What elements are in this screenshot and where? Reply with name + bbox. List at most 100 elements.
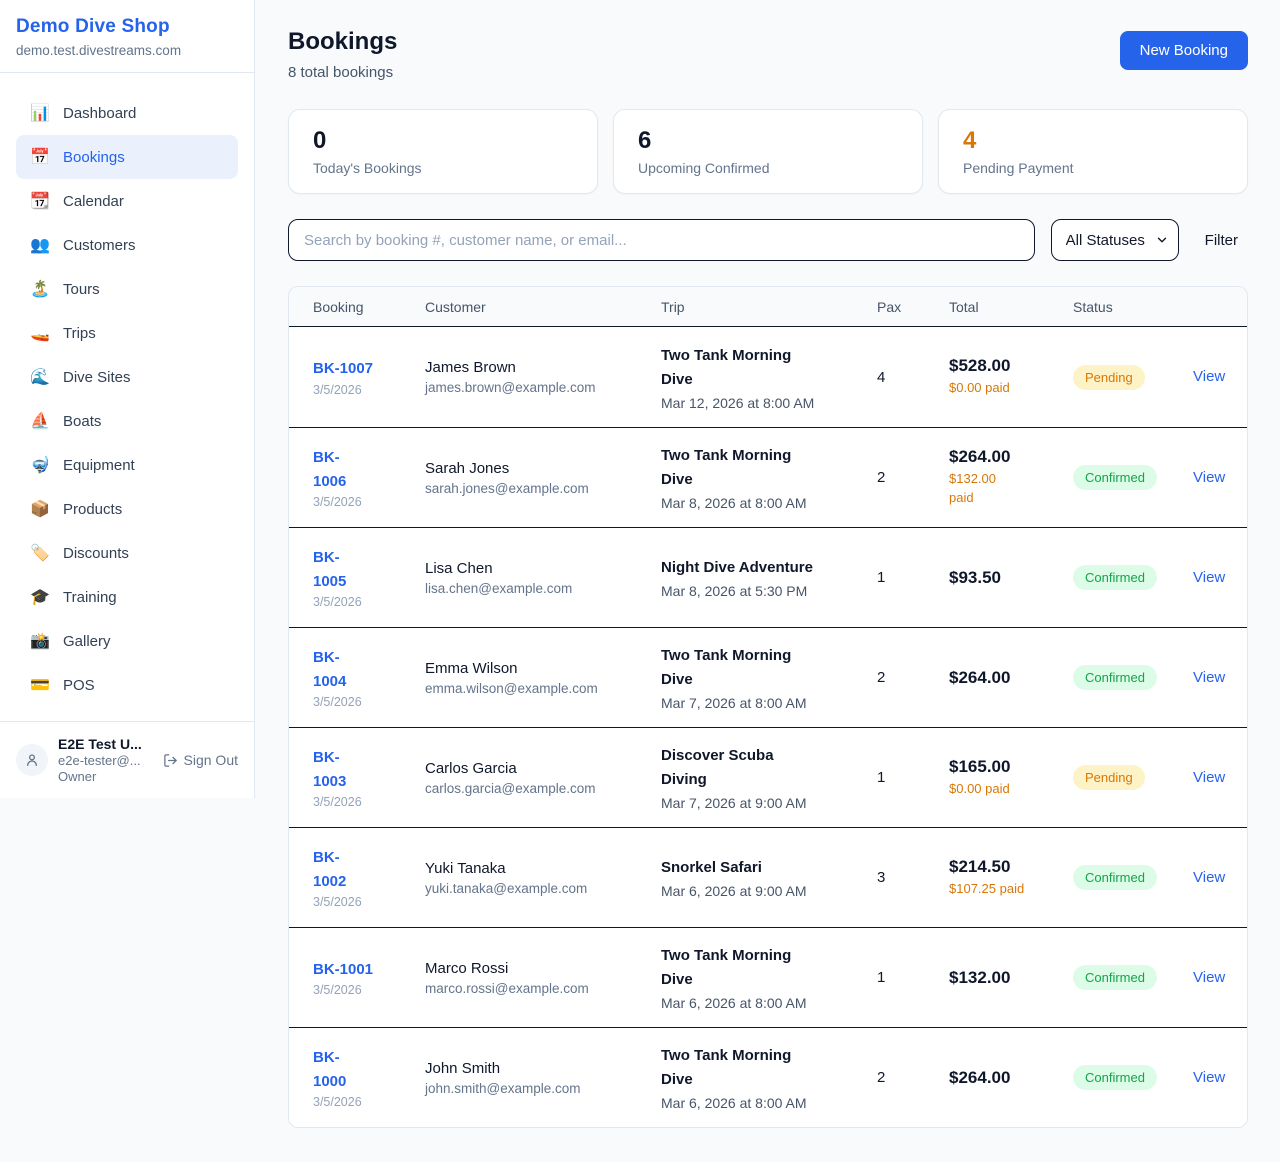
customer-cell: Sarah Jones sarah.jones@example.com xyxy=(425,460,661,496)
view-link[interactable]: View xyxy=(1193,868,1226,886)
booking-id-link[interactable]: BK- 1000 xyxy=(313,1049,347,1090)
trip-cell: Discover Scuba Diving Mar 7, 2026 at 9:00… xyxy=(661,744,877,811)
sidebar-item-calendar[interactable]: 📆 Calendar xyxy=(16,179,238,223)
pax-cell: 2 xyxy=(877,469,886,486)
booking-id-link[interactable]: BK- 1002 xyxy=(313,849,347,890)
sidebar-item-products[interactable]: 📦 Products xyxy=(16,487,238,531)
products-icon: 📦 xyxy=(30,501,50,518)
trip-name: Night Dive Adventure xyxy=(661,559,813,576)
sidebar-item-tours[interactable]: 🏝️ Tours xyxy=(16,267,238,311)
status-cell: Confirmed xyxy=(1073,665,1193,690)
column-header-customer: Customer xyxy=(425,298,486,315)
trip-datetime: Mar 6, 2026 at 8:00 AM xyxy=(661,1095,807,1111)
sign-out-button[interactable]: Sign Out xyxy=(163,752,238,768)
trip-cell: Two Tank Morning Dive Mar 6, 2026 at 8:00… xyxy=(661,944,877,1011)
booking-id-link[interactable]: BK- 1005 xyxy=(313,549,347,590)
table-row: BK-1007 3/5/2026 James Brown james.brown@ex… xyxy=(289,327,1247,427)
brand-domain: demo.test.divestreams.com xyxy=(16,43,182,58)
table-header-row: Booking Customer Trip Pax Total Status xyxy=(289,287,1247,327)
pax-cell: 2 xyxy=(877,1069,886,1086)
booking-cell: BK- 1002 3/5/2026 xyxy=(313,846,425,909)
column-header-pax: Pax xyxy=(877,298,902,315)
page-header: Bookings 8 total bookings New Booking xyxy=(288,28,1248,81)
booking-cell: BK- 1000 3/5/2026 xyxy=(313,1046,425,1109)
filter-button[interactable]: Filter xyxy=(1204,231,1238,249)
view-link[interactable]: View xyxy=(1193,568,1226,586)
trip-datetime: Mar 6, 2026 at 9:00 AM xyxy=(661,883,807,899)
stat-value: 6 xyxy=(638,127,652,154)
booking-cell: BK- 1006 3/5/2026 xyxy=(313,446,425,509)
sidebar-item-gallery[interactable]: 📸 Gallery xyxy=(16,619,238,663)
sidebar-item-label: Calendar xyxy=(63,192,124,210)
customer-name: Sarah Jones xyxy=(425,459,510,477)
customer-name: Lisa Chen xyxy=(425,559,493,577)
customer-email: sarah.jones@example.com xyxy=(425,480,589,496)
amount-paid: $0.00 paid xyxy=(949,780,1010,796)
pax-cell: 4 xyxy=(877,368,886,386)
total-amount: $264.00 xyxy=(949,447,1011,467)
booking-cell: BK- 1004 3/5/2026 xyxy=(313,646,425,709)
actions-cell: View xyxy=(1193,868,1226,887)
stat-card: 4 Pending Payment xyxy=(938,109,1248,194)
sidebar-item-equipment[interactable]: 🤿 Equipment xyxy=(16,443,238,487)
booking-date: 3/5/2026 xyxy=(313,594,362,609)
pos-icon: 💳 xyxy=(30,677,50,694)
table-row: BK-1001 3/5/2026 Marco Rossi marco.rossi@ex… xyxy=(289,927,1247,1027)
sidebar-item-bookings[interactable]: 📅 Bookings xyxy=(16,135,238,179)
user-box: E2E Test U... e2e-tester@... Owner Sign … xyxy=(0,721,254,798)
trip-name: Snorkel Safari xyxy=(661,859,762,876)
calendar-icon: 📆 xyxy=(30,193,50,210)
view-link[interactable]: View xyxy=(1193,668,1226,686)
total-cell: $264.00 $132.00 paid xyxy=(949,447,1073,508)
booking-date: 3/5/2026 xyxy=(313,1094,362,1109)
sidebar-item-dive-sites[interactable]: 🌊 Dive Sites xyxy=(16,355,238,399)
column-header-status: Status xyxy=(1073,298,1113,315)
customer-email: carlos.garcia@example.com xyxy=(425,780,596,796)
pax-cell: 1 xyxy=(877,769,886,786)
status-cell: Confirmed xyxy=(1073,1065,1193,1090)
training-icon: 🎓 xyxy=(30,589,50,606)
sidebar-item-training[interactable]: 🎓 Training xyxy=(16,575,238,619)
customer-cell: Emma Wilson emma.wilson@example.com xyxy=(425,660,661,696)
view-link[interactable]: View xyxy=(1193,368,1226,385)
trip-cell: Two Tank Morning Dive Mar 8, 2026 at 8:00… xyxy=(661,444,877,511)
sidebar-nav: 📊 Dashboard 📅 Bookings 📆 Calendar 👥 Customers 🏝️… xyxy=(0,73,254,721)
customer-cell: Marco Rossi marco.rossi@example.com xyxy=(425,960,661,996)
sidebar-item-boats[interactable]: ⛵ Boats xyxy=(16,399,238,443)
person-icon xyxy=(24,752,40,768)
status-filter-select[interactable]: All Statuses xyxy=(1050,219,1179,261)
status-badge: Confirmed xyxy=(1073,565,1157,590)
status-badge: Confirmed xyxy=(1073,865,1157,890)
view-link[interactable]: View xyxy=(1193,1068,1226,1086)
booking-id-link[interactable]: BK-1001 xyxy=(313,960,374,978)
view-link[interactable]: View xyxy=(1193,968,1226,986)
dive-sites-icon: 🌊 xyxy=(30,369,50,386)
new-booking-button[interactable]: New Booking xyxy=(1119,31,1248,70)
column-header-booking: Booking xyxy=(313,298,364,315)
sidebar-item-trips[interactable]: 🚤 Trips xyxy=(16,311,238,355)
sidebar-item-customers[interactable]: 👥 Customers xyxy=(16,223,238,267)
sidebar-item-pos[interactable]: 💳 POS xyxy=(16,663,238,707)
total-amount: $264.00 xyxy=(949,1067,1011,1087)
booking-id-link[interactable]: BK- 1003 xyxy=(313,749,347,790)
booking-id-link[interactable]: BK-1007 xyxy=(313,360,374,378)
view-link[interactable]: View xyxy=(1193,468,1226,486)
gallery-icon: 📸 xyxy=(30,633,50,650)
sidebar-item-dashboard[interactable]: 📊 Dashboard xyxy=(16,91,238,135)
sidebar-item-discounts[interactable]: 🏷️ Discounts xyxy=(16,531,238,575)
booking-id-link[interactable]: BK- 1006 xyxy=(313,449,347,490)
user-email: e2e-tester@... xyxy=(58,753,141,768)
stat-card: 0 Today's Bookings xyxy=(288,109,598,194)
view-link[interactable]: View xyxy=(1193,768,1226,786)
booking-id-link[interactable]: BK- 1004 xyxy=(313,649,347,690)
booking-cell: BK- 1003 3/5/2026 xyxy=(313,746,425,809)
page-title-block: Bookings 8 total bookings xyxy=(288,28,397,81)
sign-out-label: Sign Out xyxy=(183,752,238,768)
status-select-wrap: All Statuses xyxy=(1050,219,1179,261)
booking-date: 3/5/2026 xyxy=(313,382,362,397)
status-badge: Confirmed xyxy=(1073,665,1157,690)
search-input[interactable] xyxy=(288,219,1035,261)
status-badge: Confirmed xyxy=(1073,965,1157,990)
stat-label: Today's Bookings xyxy=(313,160,422,176)
stat-label: Upcoming Confirmed xyxy=(638,160,770,176)
